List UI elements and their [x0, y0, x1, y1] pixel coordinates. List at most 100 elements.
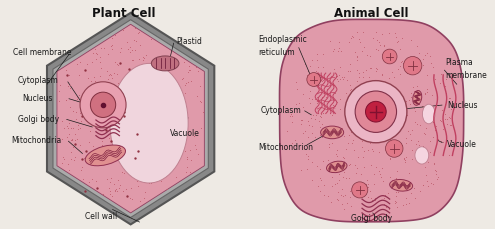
Point	[93, 149, 100, 153]
Point	[380, 44, 388, 48]
Point	[65, 168, 73, 172]
Point	[316, 126, 324, 130]
Point	[91, 48, 99, 52]
Point	[145, 126, 153, 129]
Point	[141, 81, 148, 85]
Point	[436, 82, 444, 86]
Point	[335, 198, 343, 202]
Text: Plastid: Plastid	[177, 37, 202, 46]
Point	[331, 183, 339, 186]
Point	[346, 163, 353, 167]
Point	[420, 132, 428, 135]
Point	[172, 83, 180, 87]
Point	[304, 157, 312, 161]
Point	[388, 85, 396, 89]
Point	[115, 186, 123, 190]
Point	[421, 165, 429, 169]
Circle shape	[355, 92, 396, 133]
Point	[446, 97, 454, 100]
Point	[405, 172, 413, 175]
Point	[437, 139, 445, 143]
Point	[123, 113, 131, 116]
Point	[410, 187, 418, 190]
Point	[397, 107, 405, 111]
Point	[142, 138, 150, 142]
Point	[396, 73, 404, 76]
Point	[407, 139, 415, 142]
Ellipse shape	[390, 180, 413, 191]
Point	[157, 60, 165, 64]
Point	[371, 197, 379, 200]
Point	[59, 126, 67, 130]
Point	[385, 191, 393, 195]
Point	[388, 179, 396, 183]
Point	[439, 127, 446, 131]
Point	[304, 135, 312, 139]
Point	[408, 158, 416, 161]
Point	[111, 188, 119, 191]
Point	[355, 72, 363, 75]
Point	[304, 154, 312, 158]
Point	[366, 106, 374, 109]
Point	[130, 165, 138, 168]
Circle shape	[307, 73, 321, 87]
Point	[342, 193, 349, 197]
Point	[353, 69, 361, 73]
Point	[393, 170, 401, 173]
Point	[303, 74, 311, 78]
Point	[412, 70, 420, 74]
Point	[297, 123, 305, 126]
Point	[394, 149, 402, 153]
Point	[119, 30, 127, 33]
Point	[305, 96, 313, 100]
Point	[88, 177, 96, 181]
Point	[379, 179, 387, 183]
Point	[357, 140, 365, 144]
Point	[319, 66, 327, 70]
Point	[199, 110, 207, 114]
Point	[123, 101, 131, 105]
Point	[102, 150, 110, 153]
Text: Mitochondria: Mitochondria	[11, 135, 61, 144]
Point	[129, 82, 137, 86]
Point	[144, 126, 152, 129]
Point	[441, 109, 448, 113]
Point	[366, 142, 374, 145]
Point	[192, 147, 199, 151]
Point	[98, 146, 106, 150]
Circle shape	[382, 50, 397, 65]
Point	[397, 61, 405, 65]
Ellipse shape	[151, 57, 179, 71]
Point	[396, 114, 404, 117]
Point	[71, 155, 79, 159]
Point	[354, 95, 362, 98]
Point	[98, 67, 105, 71]
Point	[288, 120, 296, 124]
Point	[430, 161, 438, 165]
Point	[392, 94, 399, 98]
Point	[414, 139, 422, 143]
Point	[160, 132, 168, 135]
Point	[152, 141, 160, 145]
Point	[366, 55, 374, 58]
Point	[162, 60, 170, 63]
Point	[163, 187, 171, 191]
Point	[408, 149, 416, 152]
Point	[369, 150, 377, 153]
Point	[92, 99, 100, 103]
Point	[446, 124, 454, 127]
Point	[339, 176, 347, 179]
Point	[100, 90, 108, 94]
Point	[67, 158, 75, 161]
Point	[91, 164, 99, 167]
Point	[416, 190, 424, 193]
Point	[187, 158, 195, 162]
Point	[98, 101, 106, 105]
Point	[186, 69, 194, 73]
Point	[355, 76, 363, 79]
Point	[376, 172, 384, 176]
Point	[141, 191, 149, 194]
Point	[354, 155, 362, 159]
Point	[138, 83, 146, 87]
Ellipse shape	[321, 126, 344, 139]
